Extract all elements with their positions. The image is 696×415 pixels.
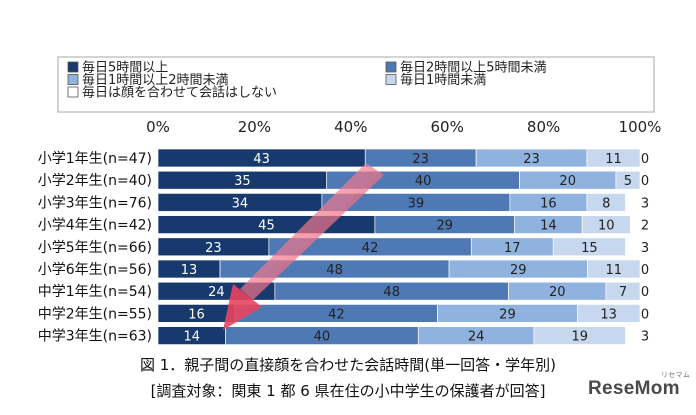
data-label: 0 <box>641 152 649 167</box>
data-label: 29 <box>510 263 527 278</box>
data-label: 23 <box>523 152 540 167</box>
data-label: 19 <box>571 330 588 345</box>
data-label: 3 <box>641 196 649 211</box>
brand-logo: ReseMom リセマム <box>588 372 690 400</box>
category-label: 小学2年生(n=40) <box>38 173 152 189</box>
x-axis-ticks: 0% 20% 40% 60% 80% 100% <box>146 118 661 136</box>
category-label: 小学3年生(n=76) <box>38 195 152 211</box>
data-label: 10 <box>598 219 615 234</box>
x-tick-label: 80% <box>527 118 560 136</box>
data-label: 40 <box>415 174 432 189</box>
legend-swatch-4 <box>385 74 397 85</box>
category-labels: 小学1年生(n=47) 小学2年生(n=40) 小学3年生(n=76) 小学4年生(n… <box>38 151 152 345</box>
data-label: 48 <box>326 263 343 278</box>
data-label: 35 <box>234 174 251 189</box>
category-label: 小学1年生(n=47) <box>38 151 152 167</box>
data-label: 43 <box>253 152 270 167</box>
legend-swatch-3 <box>67 74 79 85</box>
legend-label-3: 毎日1時間以上2時間未満 <box>82 72 229 88</box>
bar-segment <box>630 215 641 234</box>
category-label: 中学1年生(n=54) <box>38 284 152 300</box>
brand-logo-text: ReseMom <box>588 378 680 399</box>
figure-source-note: [調査対象：関東 1 都 6 県在住の小中学生の保護者が回答] <box>150 382 546 400</box>
data-label: 0 <box>641 285 649 300</box>
category-label: 小学4年生(n=42) <box>38 218 152 234</box>
x-tick-label: 60% <box>431 118 464 136</box>
data-label: 0 <box>641 263 649 278</box>
data-label: 14 <box>183 330 200 345</box>
data-label: 42 <box>362 241 379 256</box>
category-label: 中学3年生(n=63) <box>38 329 152 345</box>
data-label: 24 <box>208 285 225 300</box>
bar-segment <box>615 170 641 190</box>
data-label: 40 <box>314 330 331 345</box>
legend-swatch-1 <box>67 61 79 73</box>
bar-segment <box>625 193 641 212</box>
data-label: 20 <box>549 285 566 300</box>
trend-arrow <box>223 163 384 330</box>
x-tick-label: 40% <box>334 118 367 136</box>
data-label: 5 <box>624 174 632 189</box>
data-label: 48 <box>383 285 400 300</box>
legend-label-4: 毎日1時間未満 <box>400 72 486 88</box>
data-label: 0 <box>641 307 649 322</box>
legend-swatch-5 <box>67 86 79 98</box>
data-label: 3 <box>641 241 649 256</box>
data-label: 23 <box>412 152 429 167</box>
legend-label-5: 毎日は顔を合わせて会話はしない <box>82 85 277 101</box>
data-label: 7 <box>619 285 627 300</box>
data-label: 17 <box>504 241 521 256</box>
data-label: 45 <box>258 219 275 234</box>
data-label: 15 <box>581 241 598 256</box>
data-label: 34 <box>232 196 249 211</box>
legend-swatch-2 <box>385 61 397 73</box>
x-tick-label: 100% <box>619 118 662 136</box>
data-label: 16 <box>188 307 205 322</box>
data-label: 3 <box>641 330 649 345</box>
figure-caption: 図 1．親子間の直接顔を合わせた会話時間(単一回答・学年別) <box>139 356 557 374</box>
legend-box <box>57 56 655 113</box>
bar-segment <box>625 237 641 257</box>
data-label: 14 <box>540 219 557 234</box>
data-label: 13 <box>181 263 198 278</box>
data-label: 29 <box>437 219 454 234</box>
data-label: 23 <box>205 241 222 256</box>
data-label: 16 <box>540 196 557 211</box>
data-label: 2 <box>641 219 649 234</box>
bar-segment <box>587 259 641 279</box>
data-label: 11 <box>605 152 622 167</box>
x-tick-label: 20% <box>238 118 271 136</box>
data-label: 39 <box>408 196 425 211</box>
bar-segment <box>625 326 641 345</box>
category-label: 小学5年生(n=66) <box>38 240 152 256</box>
data-label: 29 <box>499 307 516 322</box>
data-label: 20 <box>559 174 576 189</box>
data-label: 11 <box>605 263 622 278</box>
legend-label-2: 毎日2時間以上5時間未満 <box>400 60 547 76</box>
category-label: 中学2年生(n=55) <box>38 306 152 322</box>
legend-label-1: 毎日5時間以上 <box>82 60 168 76</box>
bar-segment <box>605 281 641 301</box>
bar-segment <box>586 148 641 168</box>
data-label: 42 <box>328 307 345 322</box>
brand-logo-subtext: リセマム <box>661 372 691 379</box>
x-tick-label: 0% <box>146 118 170 136</box>
data-label: 13 <box>600 307 617 322</box>
data-label: 8 <box>602 196 610 211</box>
category-label: 小学6年生(n=56) <box>38 262 152 278</box>
data-label: 0 <box>641 174 649 189</box>
bar-segment <box>576 304 641 323</box>
data-label: 24 <box>468 330 485 345</box>
